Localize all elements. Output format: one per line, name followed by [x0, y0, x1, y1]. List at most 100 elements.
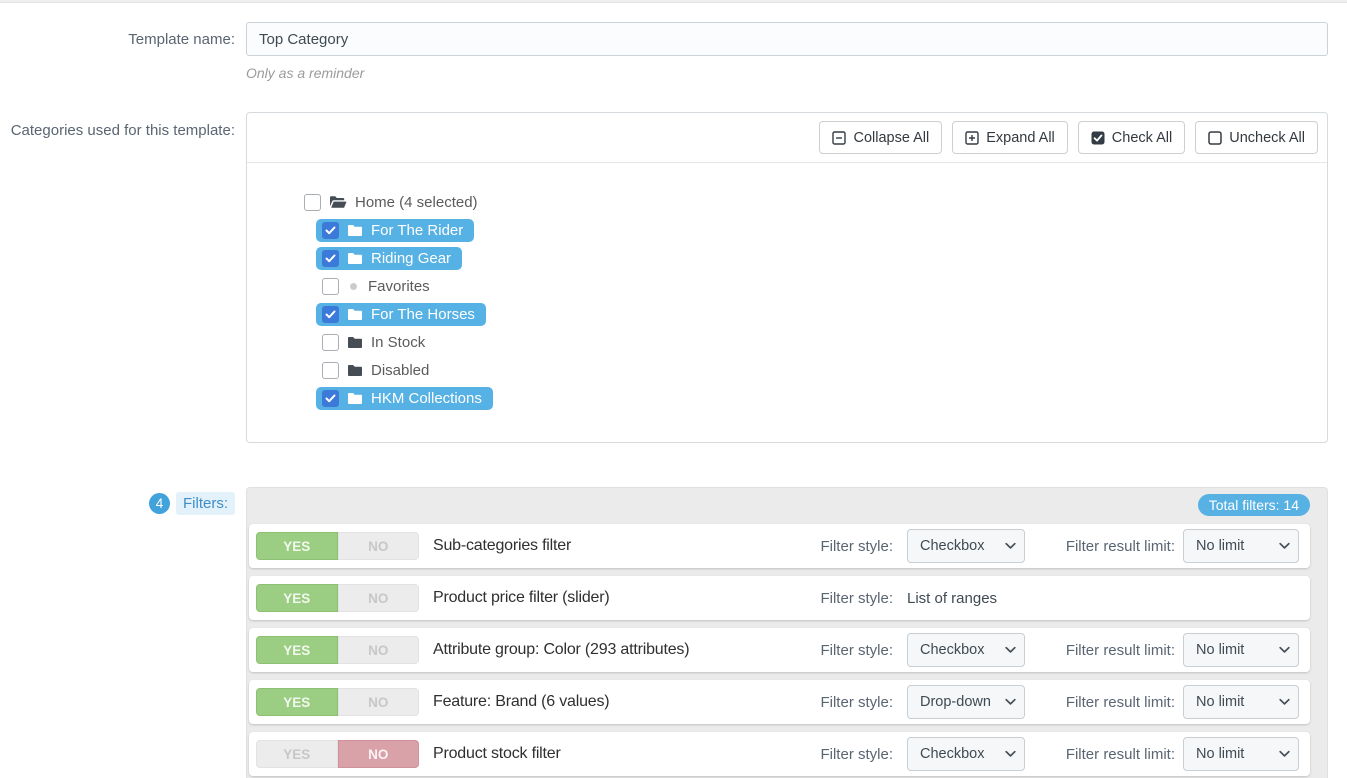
top-divider — [0, 0, 1347, 3]
category-label[interactable]: HKM Collections — [371, 389, 482, 407]
filter-name: Product stock filter — [433, 745, 561, 762]
filters-list: YES NO Sub-categories filter Filter styl… — [249, 524, 1310, 776]
filter-style-select-wrap: Checkbox — [907, 633, 1025, 667]
category-checkbox[interactable] — [322, 277, 339, 295]
categories-label: Categories used for this template: — [10, 122, 235, 139]
plus-square-icon — [965, 130, 979, 145]
filter-style-select[interactable]: Checkbox — [907, 633, 1025, 667]
filter-result-limit-select[interactable]: No limit — [1183, 685, 1299, 719]
toggle-yes-button[interactable]: YES — [256, 636, 338, 664]
enabled-toggle[interactable]: YES NO — [256, 532, 419, 560]
filter-style-value: List of ranges — [907, 589, 998, 607]
category-checkbox[interactable] — [322, 305, 339, 323]
category-label[interactable]: Home (4 selected) — [355, 193, 478, 211]
toggle-no-button[interactable]: NO — [337, 584, 419, 612]
filter-result-limit-select[interactable]: No limit — [1183, 633, 1299, 667]
filter-style-label: Filter style: — [820, 641, 893, 659]
filter-style-slot: Checkbox — [907, 633, 1025, 667]
filter-result-limit-slot: No limit — [1183, 737, 1299, 771]
category-tree-panel: Collapse All Expand All Check All Unchec… — [246, 112, 1328, 443]
toggle-yes-button[interactable]: YES — [256, 740, 338, 768]
toggle-yes-button[interactable]: YES — [256, 532, 338, 560]
toggle-no-button[interactable]: NO — [337, 636, 419, 664]
category-tree-item[interactable]: Favorites — [316, 272, 1327, 300]
category-checkbox[interactable] — [304, 193, 321, 211]
enabled-toggle[interactable]: YES NO — [256, 584, 419, 612]
category-label[interactable]: For The Rider — [371, 221, 464, 239]
filter-result-limit-slot: No limit — [1183, 685, 1299, 719]
filter-style-select-wrap: Checkbox — [907, 529, 1025, 563]
category-toolbar: Collapse All Expand All Check All Unchec… — [247, 113, 1327, 163]
filter-result-limit-select-wrap: No limit — [1183, 529, 1299, 563]
total-filters-badge: Total filters: 14 — [1197, 493, 1310, 516]
filter-row: YES NO Feature: Brand (6 values) Filter … — [249, 680, 1310, 724]
enabled-toggle[interactable]: YES NO — [256, 740, 419, 768]
filters-row: 4 Filters: Total filters: 14 YES NO Sub-… — [0, 487, 1347, 778]
category-checkbox[interactable] — [322, 249, 339, 267]
category-label[interactable]: Disabled — [371, 361, 430, 379]
category-label[interactable]: Riding Gear — [371, 249, 452, 267]
filter-style-label: Filter style: — [820, 589, 893, 607]
filters-label: Filters: — [176, 492, 235, 515]
template-name-input[interactable] — [246, 22, 1328, 56]
category-label[interactable]: In Stock — [371, 333, 426, 351]
minus-square-icon — [832, 130, 847, 145]
filter-row: YES NO Product price filter (slider) Fil… — [249, 576, 1310, 620]
filter-style-select[interactable]: Checkbox — [907, 529, 1025, 563]
toggle-yes-button[interactable]: YES — [256, 688, 338, 716]
toggle-no-button[interactable]: NO — [337, 740, 419, 768]
filter-style-label: Filter style: — [820, 745, 893, 763]
category-checkbox[interactable] — [322, 389, 339, 407]
filter-name: Feature: Brand (6 values) — [433, 693, 610, 710]
filters-panel: Total filters: 14 YES NO Sub-categories … — [246, 487, 1328, 778]
checked-box-icon — [1091, 131, 1105, 145]
filter-name: Sub-categories filter — [433, 537, 572, 554]
category-checkbox[interactable] — [322, 221, 339, 239]
category-tree-item[interactable]: In Stock — [316, 328, 1327, 356]
folder-icon — [347, 224, 363, 237]
filter-result-limit-label: Filter result limit: — [1065, 693, 1175, 711]
filter-style-select-wrap: Checkbox — [907, 737, 1025, 771]
enabled-toggle[interactable]: YES NO — [256, 636, 419, 664]
expand-all-button[interactable]: Expand All — [952, 121, 1068, 154]
filter-result-limit-select[interactable]: No limit — [1183, 529, 1299, 563]
category-checkbox[interactable] — [322, 361, 339, 379]
filter-style-select[interactable]: Drop-down — [907, 685, 1025, 719]
filter-result-limit-select-wrap: No limit — [1183, 737, 1299, 771]
template-name-hint: Only as a reminder — [246, 65, 365, 81]
category-tree-item[interactable]: For The Rider — [316, 216, 1327, 244]
category-tree-item[interactable]: HKM Collections — [316, 384, 1327, 412]
category-label[interactable]: For The Horses — [371, 305, 475, 323]
category-dot-icon — [347, 282, 360, 290]
folder-icon — [347, 308, 363, 321]
uncheck-all-button[interactable]: Uncheck All — [1195, 121, 1318, 154]
filter-result-limit-select[interactable]: No limit — [1183, 737, 1299, 771]
categories-row: Categories used for this template: Colla… — [0, 112, 1347, 443]
filters-count-badge: 4 — [149, 493, 170, 514]
toggle-yes-button[interactable]: YES — [256, 584, 338, 612]
enabled-toggle[interactable]: YES NO — [256, 688, 419, 716]
toggle-no-button[interactable]: NO — [337, 688, 419, 716]
check-all-button[interactable]: Check All — [1077, 121, 1186, 154]
category-tree-item[interactable]: Riding Gear — [316, 244, 1327, 272]
filter-style-slot: Drop-down — [907, 685, 1025, 719]
filter-style-label: Filter style: — [820, 537, 893, 555]
category-tree-item[interactable]: For The Horses — [316, 300, 1327, 328]
filter-result-limit-select-wrap: No limit — [1183, 633, 1299, 667]
folder-icon — [347, 392, 363, 405]
template-name-row: Template name: Only as a reminder — [0, 22, 1347, 81]
category-tree-item[interactable]: Home (4 selected) — [298, 188, 1327, 216]
filter-result-limit-label: Filter result limit: — [1065, 641, 1175, 659]
filter-style-select[interactable]: Checkbox — [907, 737, 1025, 771]
category-label[interactable]: Favorites — [368, 277, 430, 295]
category-checkbox[interactable] — [322, 333, 339, 351]
filter-result-limit-slot: No limit — [1183, 529, 1299, 563]
category-tree-item[interactable]: Disabled — [316, 356, 1327, 384]
filter-name: Attribute group: Color (293 attributes) — [433, 641, 690, 658]
empty-box-icon — [1208, 130, 1222, 145]
toggle-no-button[interactable]: NO — [337, 532, 419, 560]
filter-style-select-wrap: Drop-down — [907, 685, 1025, 719]
folder-icon — [347, 364, 363, 377]
filter-row: YES NO Product stock filter Filter style… — [249, 732, 1310, 776]
collapse-all-button[interactable]: Collapse All — [819, 121, 943, 154]
